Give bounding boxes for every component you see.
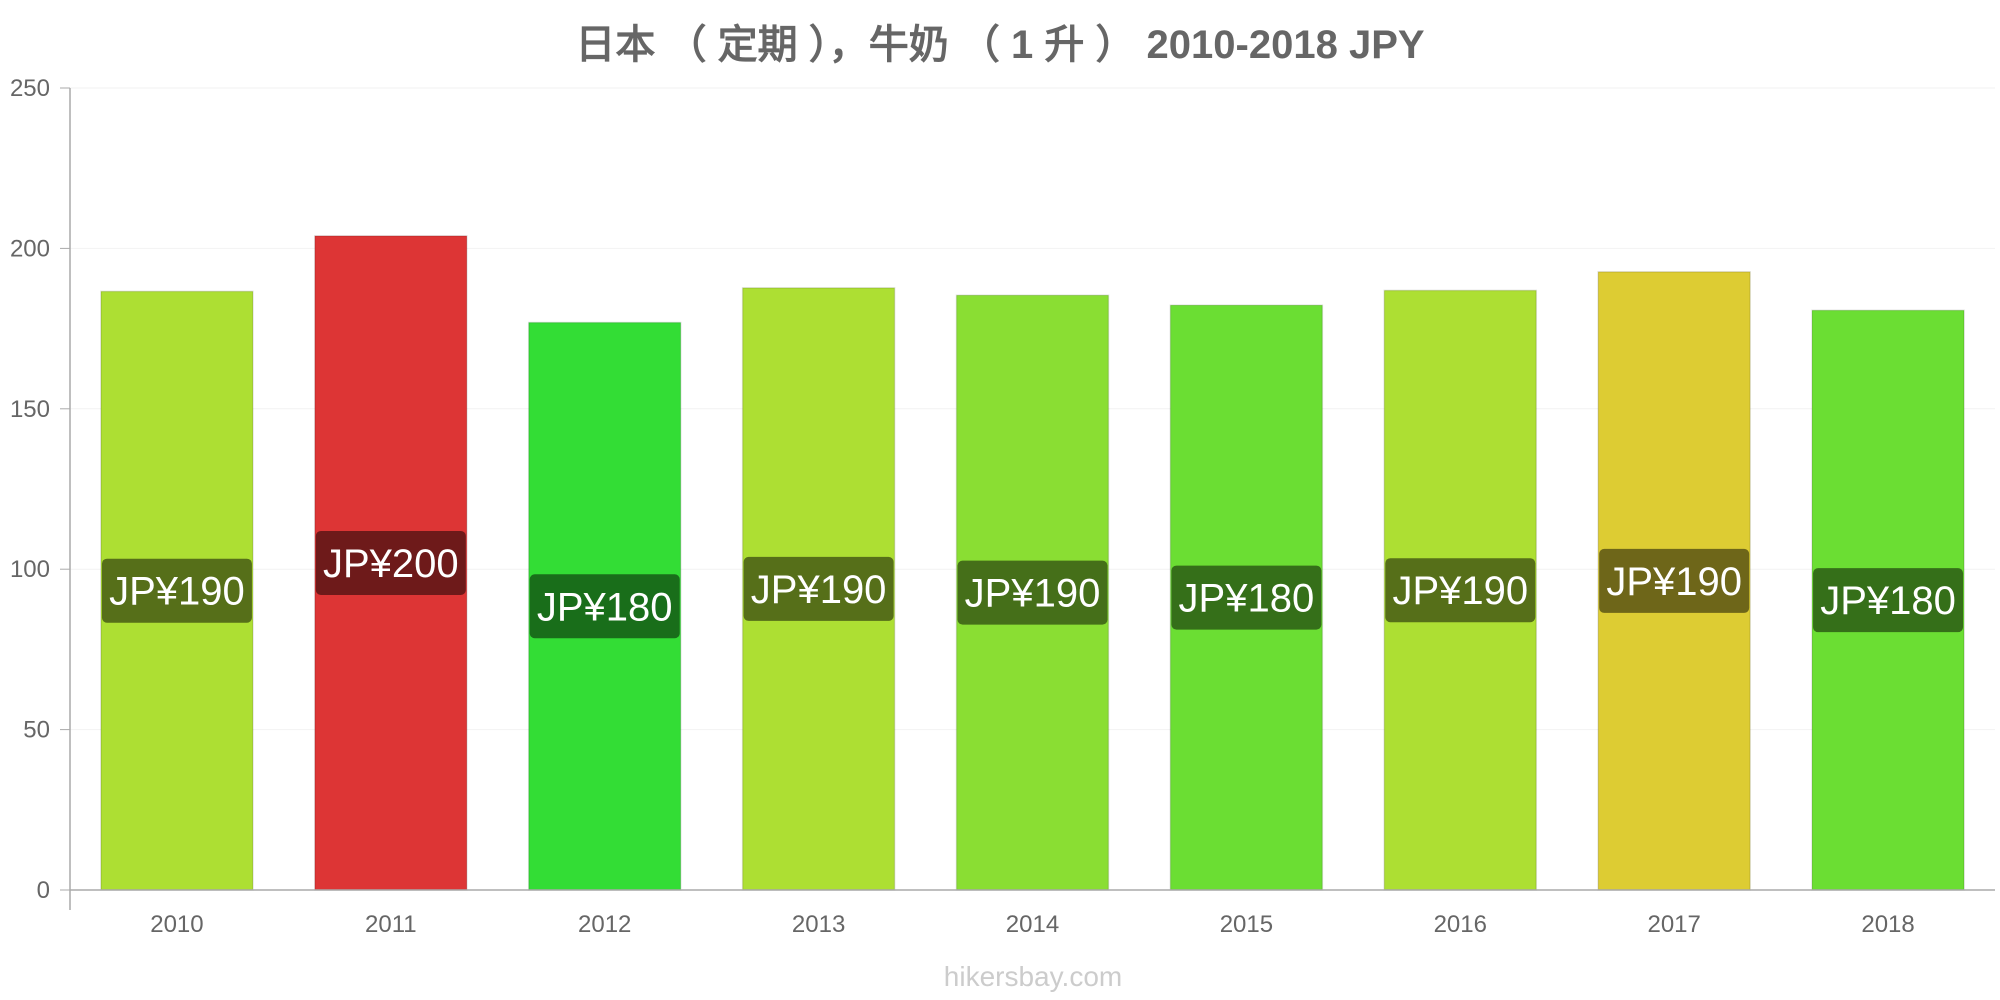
- x-tick-label: 2018: [1861, 911, 1914, 938]
- x-tick-label: 2012: [578, 911, 631, 938]
- data-label: JP¥190: [957, 560, 1108, 625]
- data-label-text: JP¥180: [1820, 579, 1956, 623]
- chart-title: 日本 （ 定期 ），牛奶 （ 1 升 ） 2010-2018 JPY: [575, 23, 1424, 67]
- data-label-background: [529, 574, 680, 639]
- data-label-background: [1385, 558, 1536, 623]
- x-tick-label: 2011: [365, 911, 417, 938]
- axes: 0 50 100 150 200 250 2010 2011 2012 2013 2014 2015 2…: [10, 75, 1995, 938]
- x-tick-label: 2015: [1220, 911, 1273, 938]
- data-label: JP¥200: [315, 530, 466, 595]
- x-tick-label: 2014: [1006, 911, 1059, 938]
- data-label-text: JP¥190: [751, 568, 887, 612]
- data-label-background: [957, 560, 1108, 625]
- data-label-text: JP¥180: [537, 585, 673, 629]
- x-tick-label: 2016: [1434, 911, 1487, 938]
- data-label-text: JP¥180: [1179, 577, 1315, 621]
- data-label: JP¥180: [529, 574, 680, 639]
- data-label-background: [1599, 548, 1750, 613]
- watermark: hikersbay.com: [944, 961, 1122, 992]
- data-label-text: JP¥190: [965, 572, 1101, 616]
- data-label: JP¥190: [1385, 558, 1536, 623]
- data-label: JP¥180: [1171, 565, 1322, 630]
- data-label: JP¥190: [101, 558, 252, 623]
- y-tick-label: 0: [37, 877, 50, 904]
- x-tick-label: 2010: [150, 911, 203, 938]
- data-label-text: JP¥200: [323, 542, 459, 586]
- data-label-text: JP¥190: [1392, 569, 1528, 613]
- data-label: JP¥190: [1599, 548, 1750, 613]
- data-labels: JP¥190 JP¥200 JP¥180 JP¥190 JP¥190 JP¥180 JP¥1…: [101, 530, 1964, 639]
- data-label-text: JP¥190: [1606, 560, 1742, 604]
- x-tick-label: 2013: [792, 911, 845, 938]
- data-label: JP¥190: [743, 556, 894, 621]
- y-tick-label: 50: [23, 717, 50, 744]
- y-tick-label: 100: [10, 556, 50, 583]
- data-label-background: [743, 556, 894, 621]
- data-label-background: [101, 558, 252, 623]
- data-label-background: [1813, 568, 1964, 633]
- data-label-background: [1171, 565, 1322, 630]
- x-tick-label: 2017: [1647, 911, 1700, 938]
- y-tick-label: 150: [10, 396, 50, 423]
- data-label-background: [315, 530, 466, 595]
- y-tick-label: 250: [10, 75, 50, 102]
- y-tick-label: 200: [10, 235, 50, 262]
- data-label: JP¥180: [1813, 568, 1964, 633]
- data-label-text: JP¥190: [109, 570, 245, 614]
